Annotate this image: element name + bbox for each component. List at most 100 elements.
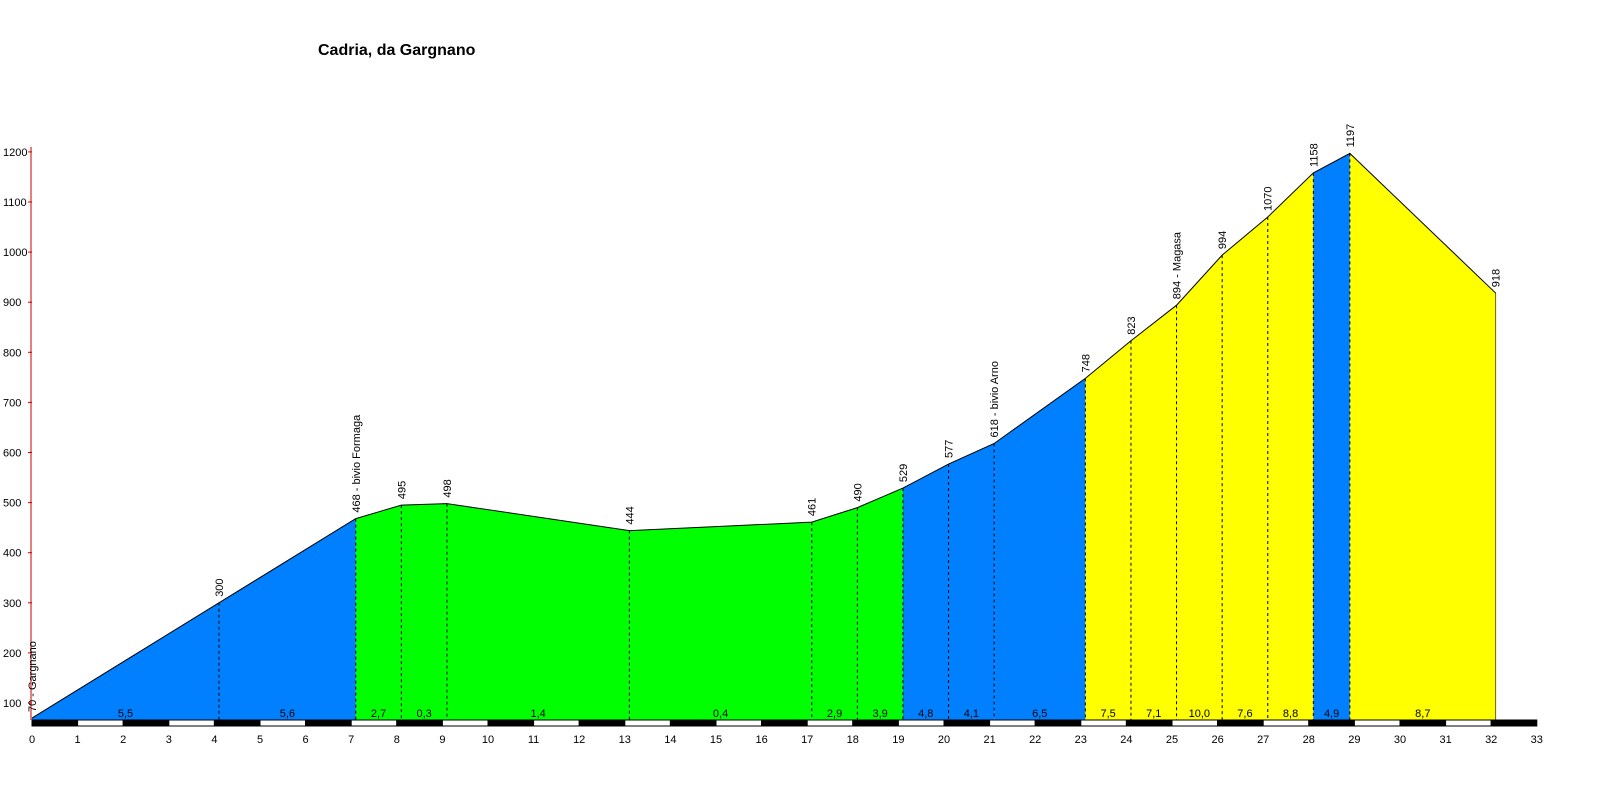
x-axis-bar-segment <box>989 719 1036 727</box>
x-tick-label: 10 <box>482 734 494 746</box>
x-tick-label: 15 <box>710 734 722 746</box>
x-axis-bar-segment <box>1308 719 1355 727</box>
profile-line <box>31 152 1497 719</box>
segment-gradient-label: 5,6 <box>280 708 295 720</box>
x-axis-bar-segment <box>31 719 79 727</box>
x-tick-label: 27 <box>1257 734 1269 746</box>
y-tick-label: 400 <box>3 548 21 560</box>
segment-gradient-label: 2,9 <box>827 708 842 720</box>
x-axis-bar-segment <box>761 719 808 727</box>
x-tick-label: 9 <box>439 734 445 746</box>
segment-gradient-label: 2,7 <box>371 708 386 720</box>
segment-gradient-label: 1,4 <box>531 708 546 720</box>
y-axis: 100 200 300 400 500 600 700 800 900 1000 1100 1200 <box>3 146 32 720</box>
segment-gradient-label: 4,8 <box>918 708 933 720</box>
segment-gradient-label: 8,7 <box>1415 708 1430 720</box>
point-elevation-label: 823 <box>1126 316 1138 334</box>
segment-dividers <box>218 153 1351 720</box>
profile-areas <box>32 153 1496 720</box>
profile-segment <box>218 518 356 720</box>
y-tick-label: 1200 <box>3 147 27 159</box>
x-tick-label: 19 <box>892 734 904 746</box>
profile-segment <box>1085 340 1131 720</box>
point-elevation-label: 1158 <box>1308 143 1320 167</box>
x-axis-bar-segment <box>1171 719 1219 727</box>
x-tick-label: 20 <box>938 734 950 746</box>
x-axis-bar-segment <box>1217 719 1264 727</box>
x-tick-label: 31 <box>1439 734 1451 746</box>
x-tick-label: 24 <box>1120 734 1132 746</box>
profile-segment <box>629 522 812 720</box>
point-elevation-label: 461 <box>807 498 819 516</box>
x-tick-label: 30 <box>1394 734 1406 746</box>
x-axis-bar-segment <box>168 719 215 727</box>
segment-gradient-label: 7,5 <box>1101 708 1116 720</box>
point-elevation-label: 894 - Magasa <box>1172 231 1184 299</box>
profile-segment <box>994 378 1086 720</box>
point-elevation-label: 1070 <box>1263 187 1275 211</box>
x-tick-label: 17 <box>801 734 813 746</box>
x-axis-bar-segment <box>1490 719 1538 727</box>
x-axis-bar-segment <box>715 719 763 727</box>
point-elevation-label: 748 <box>1080 354 1092 372</box>
x-tick-label: 25 <box>1166 734 1178 746</box>
point-elevation-label: 618 - bivio Arno <box>989 361 1001 437</box>
x-tick-label: 8 <box>394 734 400 746</box>
profile-outline <box>31 152 1497 720</box>
x-axis-bar-segment <box>533 719 580 727</box>
profile-segment <box>401 503 447 720</box>
point-elevation-label: 577 <box>944 440 956 458</box>
x-tick-label: 5 <box>257 734 263 746</box>
x-tick-label: 26 <box>1211 734 1223 746</box>
profile-segment <box>948 443 995 720</box>
x-tick-label: 16 <box>755 734 767 746</box>
x-axis-bar-segment <box>396 719 443 727</box>
x-tick-label: 3 <box>166 734 172 746</box>
profile-segment <box>1313 153 1350 720</box>
x-axis-bar-segment <box>213 719 261 727</box>
segment-gradient-label: 0,3 <box>417 708 432 720</box>
point-elevation-label: 490 <box>852 483 864 501</box>
x-tick-label: 32 <box>1485 734 1497 746</box>
point-elevation-label: 468 - bivio Formaga <box>351 414 363 513</box>
x-axis-bar-segment <box>441 719 489 727</box>
x-axis-bar-segment <box>305 719 352 727</box>
x-tick-label: 29 <box>1348 734 1360 746</box>
x-tick-label: 18 <box>847 734 859 746</box>
point-elevation-label: 994 <box>1217 231 1229 249</box>
x-axis-bar-segment <box>77 719 124 727</box>
x-axis-bar-segment <box>1262 719 1310 727</box>
profile-segment <box>811 507 858 720</box>
segment-gradient-label: 5,5 <box>118 708 133 720</box>
y-tick-label: 100 <box>3 698 21 710</box>
profile-segment <box>902 464 949 720</box>
segment-gradient-label: 7,1 <box>1146 708 1161 720</box>
y-tick-label: 900 <box>3 297 21 309</box>
segment-gradient-label: 3,9 <box>873 708 888 720</box>
x-tick-label: 22 <box>1029 734 1041 746</box>
x-tick-label: 14 <box>664 734 676 746</box>
point-elevation-label: 70 - Gargnano <box>27 641 39 712</box>
segment-gradient-label: 4,1 <box>964 708 979 720</box>
segment-gradient-label: 8,8 <box>1283 708 1298 720</box>
x-axis-bar-segment <box>806 719 854 727</box>
y-tick-label: 600 <box>3 448 21 460</box>
x-axis-bar-segment <box>487 719 535 727</box>
point-elevation-label: 1197 <box>1345 124 1357 148</box>
segment-gradient-label: 6,5 <box>1032 708 1047 720</box>
segment-gradient-label: 4,9 <box>1324 708 1339 720</box>
point-elevation-label: 498 <box>442 479 454 497</box>
x-axis-bar-segment <box>1445 719 1492 727</box>
profile-segment <box>446 503 630 720</box>
segment-gradient-label: 10,0 <box>1189 708 1210 720</box>
x-tick-label: 13 <box>619 734 631 746</box>
x-axis-bar-segment <box>669 719 717 727</box>
x-axis-bar-segment <box>1125 719 1173 727</box>
x-tick-label: 28 <box>1303 734 1315 746</box>
x-axis: 0 1 2 3 4 5 6 7 8 9 10 11 12 13 14 15 16 17 18 19 20 21 22 23 24… <box>29 719 1543 746</box>
x-axis-bar-segment <box>1034 719 1082 727</box>
x-axis-bar-segment <box>943 719 991 727</box>
x-tick-label: 33 <box>1531 734 1543 746</box>
profile-segment <box>1222 217 1268 720</box>
